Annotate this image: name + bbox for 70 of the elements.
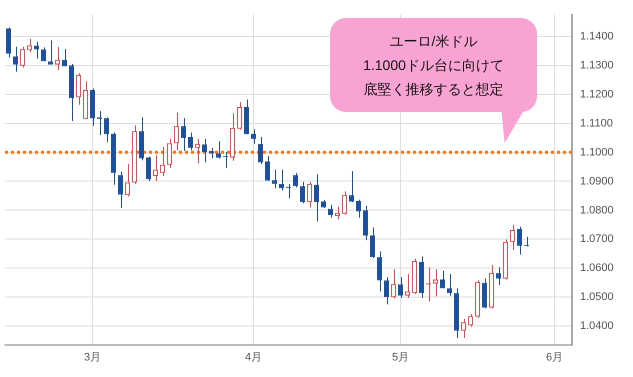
candlestick	[306, 181, 312, 208]
candlestick	[62, 48, 68, 67]
candlestick	[496, 266, 502, 286]
candlestick	[356, 199, 362, 218]
candlestick	[362, 205, 368, 241]
candlestick	[272, 169, 278, 189]
candlestick	[124, 163, 130, 197]
annotation: ユーロ/米ドル	[390, 32, 478, 51]
candlestick	[216, 140, 222, 159]
candlestick	[258, 136, 264, 164]
candlestick	[328, 204, 334, 218]
candlestick	[118, 171, 124, 208]
x-tick-label: 4月	[244, 352, 262, 364]
candlestick	[194, 138, 200, 164]
y-tick-label: 1.0600	[580, 262, 614, 274]
candlestick	[180, 118, 186, 152]
candlestick	[174, 112, 180, 151]
candlestick	[202, 138, 208, 163]
candlestick	[152, 154, 158, 182]
y-tick-label: 1.1000	[580, 146, 614, 158]
annotation: 1.1000ドル台に向けて	[363, 56, 504, 75]
candlestick	[404, 273, 410, 299]
candlestick	[12, 46, 18, 72]
y-tick-label: 1.1400	[580, 30, 614, 42]
candlestick	[370, 226, 376, 259]
candlestick	[104, 116, 110, 143]
x-tick-label: 3月	[84, 352, 102, 364]
candlestick	[398, 276, 404, 299]
candlestick	[384, 276, 390, 305]
y-tick-label: 1.0400	[580, 320, 614, 332]
candlestick	[166, 138, 172, 168]
candlestick	[510, 224, 516, 250]
y-tick-label: 1.0500	[580, 291, 614, 304]
candlestick	[6, 27, 12, 58]
candlestick	[76, 72, 82, 106]
candlestick	[146, 156, 152, 182]
candlestick	[432, 268, 438, 297]
candlestick	[314, 174, 320, 222]
y-tick-label: 1.1200	[580, 88, 614, 100]
candlestick	[250, 128, 256, 144]
candlestick	[160, 146, 166, 177]
candlestick	[516, 226, 522, 256]
candlestick	[188, 132, 194, 151]
candlestick	[34, 41, 40, 60]
candlestick	[40, 46, 46, 62]
annotation: 底堅く推移すると想定	[364, 80, 504, 99]
candlestick	[208, 147, 214, 159]
candlestick	[20, 46, 26, 68]
x-tick-label: 5月	[392, 352, 410, 364]
candlestick	[264, 156, 270, 182]
y-tick-label: 1.1100	[580, 117, 613, 130]
candlestick	[236, 102, 242, 130]
candlestick	[54, 46, 60, 70]
candlestick	[468, 313, 474, 328]
candlestick	[376, 250, 382, 292]
y-tick-label: 1.0700	[580, 233, 614, 246]
candlestick	[482, 278, 488, 309]
candlestick	[292, 172, 298, 188]
candlestick	[390, 268, 396, 299]
candlestick	[348, 170, 354, 203]
candlestick	[446, 273, 452, 296]
y-tick-label: 1.1300	[580, 59, 614, 72]
x-tick-label: 6月	[546, 352, 564, 364]
candlestick	[342, 190, 348, 216]
candlestick	[460, 318, 466, 339]
y-tick-label: 1.0800	[580, 204, 614, 216]
y-tick-label: 1.0900	[580, 175, 614, 188]
candlestick	[300, 181, 306, 204]
candlestick	[48, 40, 54, 65]
candlestick	[440, 270, 446, 289]
